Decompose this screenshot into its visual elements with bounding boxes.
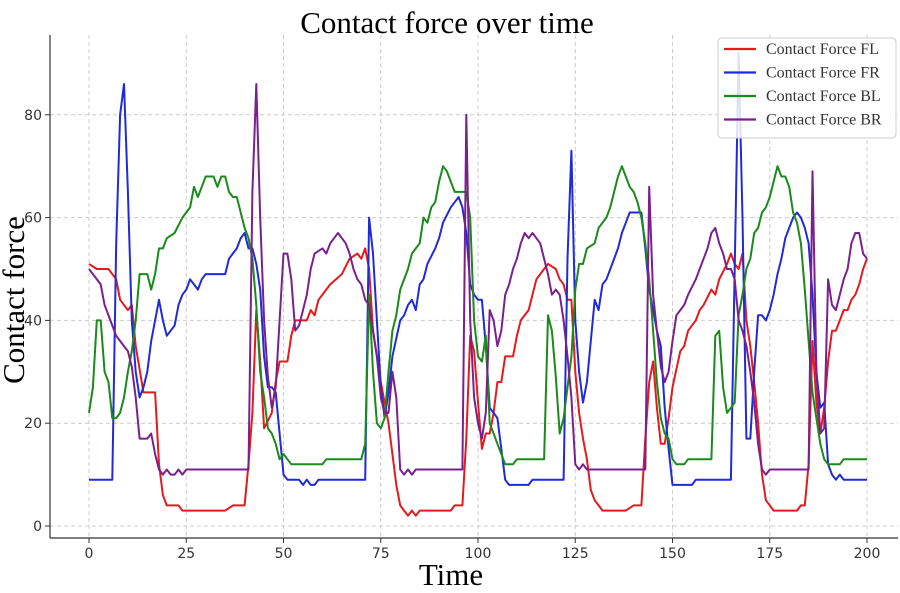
chart-title: Contact force over time xyxy=(300,5,594,40)
legend-box xyxy=(717,37,897,139)
y-tick-label: 0 xyxy=(33,519,42,535)
legend-label: Contact Force FL xyxy=(766,41,879,58)
y-tick-label: 60 xyxy=(24,211,42,227)
x-tick-label: 0 xyxy=(85,546,94,562)
x-tick-label: 175 xyxy=(756,546,783,562)
series-line-4 xyxy=(88,83,868,476)
x-tick-label: 50 xyxy=(275,546,293,562)
x-axis-label: Time xyxy=(419,557,483,592)
y-tick-label: 40 xyxy=(24,313,42,329)
x-tick-label: 150 xyxy=(659,546,686,562)
x-tick-label: 125 xyxy=(562,546,589,562)
y-tick-label: 80 xyxy=(24,108,42,124)
x-tick-label: 75 xyxy=(372,546,390,562)
plot-area xyxy=(88,52,868,517)
x-tick-label: 100 xyxy=(465,546,492,562)
legend: Contact Force FL Contact Force FR Contact … xyxy=(717,37,897,139)
legend-label: Contact Force FR xyxy=(766,65,880,82)
x-tick-label: 200 xyxy=(854,546,881,562)
x-tick-label: 25 xyxy=(177,546,195,562)
y-tick-label: 20 xyxy=(24,416,42,432)
y-axis-label: Contact force xyxy=(0,216,31,384)
axes: 0 25 50 75 100 125 150 175 200 0 20 40 60 80 xyxy=(24,35,898,562)
legend-label: Contact Force BR xyxy=(766,112,882,129)
legend-label: Contact Force BL xyxy=(766,88,881,105)
